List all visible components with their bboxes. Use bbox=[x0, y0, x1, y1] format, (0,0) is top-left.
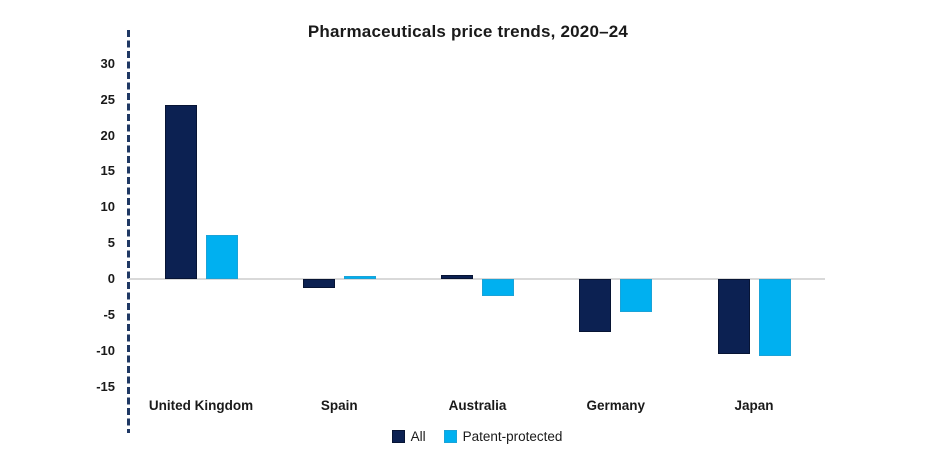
bar-all-spain bbox=[302, 279, 335, 289]
category-label-australia: Australia bbox=[448, 398, 507, 413]
category-label-united-kingdom: United Kingdom bbox=[148, 398, 254, 413]
y-tick-label-25: 25 bbox=[100, 91, 115, 107]
legend: All Patent-protected bbox=[129, 429, 825, 444]
bar-patent-protected-australia bbox=[482, 279, 514, 297]
y-tick-label-10: 10 bbox=[100, 199, 115, 215]
bar-patent-protected-germany bbox=[620, 279, 653, 312]
bar-all-australia bbox=[441, 275, 473, 279]
category-label-japan: Japan bbox=[734, 398, 774, 413]
legend-item-all: All bbox=[391, 429, 426, 444]
legend-item-patent-protected: Patent-protected bbox=[443, 429, 563, 444]
zero-gridline bbox=[129, 278, 825, 280]
legend-label-patent-protected: Patent-protected bbox=[462, 429, 563, 444]
y-tick-label-15: -15 bbox=[96, 378, 115, 394]
bar-patent-protected-spain bbox=[343, 276, 376, 279]
legend-swatch-all bbox=[391, 430, 405, 443]
bar-patent-protected-japan bbox=[758, 279, 791, 356]
category-label-germany: Germany bbox=[586, 398, 646, 413]
bar-all-japan bbox=[717, 279, 750, 355]
y-tick-label-15: 15 bbox=[100, 163, 115, 179]
y-tick-label-10: -10 bbox=[96, 342, 115, 358]
y-tick-label-5: -5 bbox=[103, 306, 115, 322]
y-axis-dashed-line bbox=[127, 30, 130, 433]
category-label-spain: Spain bbox=[320, 398, 358, 413]
bar-patent-protected-united-kingdom bbox=[205, 235, 238, 279]
chart-title: Pharmaceuticals price trends, 2020–24 bbox=[307, 22, 629, 41]
y-tick-label-0: 0 bbox=[107, 271, 115, 286]
legend-label-all: All bbox=[410, 429, 426, 444]
legend-swatch-patent-protected bbox=[443, 430, 457, 443]
bar-all-united-kingdom bbox=[164, 104, 197, 279]
y-tick-label-30: 30 bbox=[100, 55, 115, 71]
y-tick-label-20: 20 bbox=[100, 127, 115, 143]
bar-all-germany bbox=[579, 279, 612, 333]
y-tick-label-5: 5 bbox=[107, 235, 115, 251]
